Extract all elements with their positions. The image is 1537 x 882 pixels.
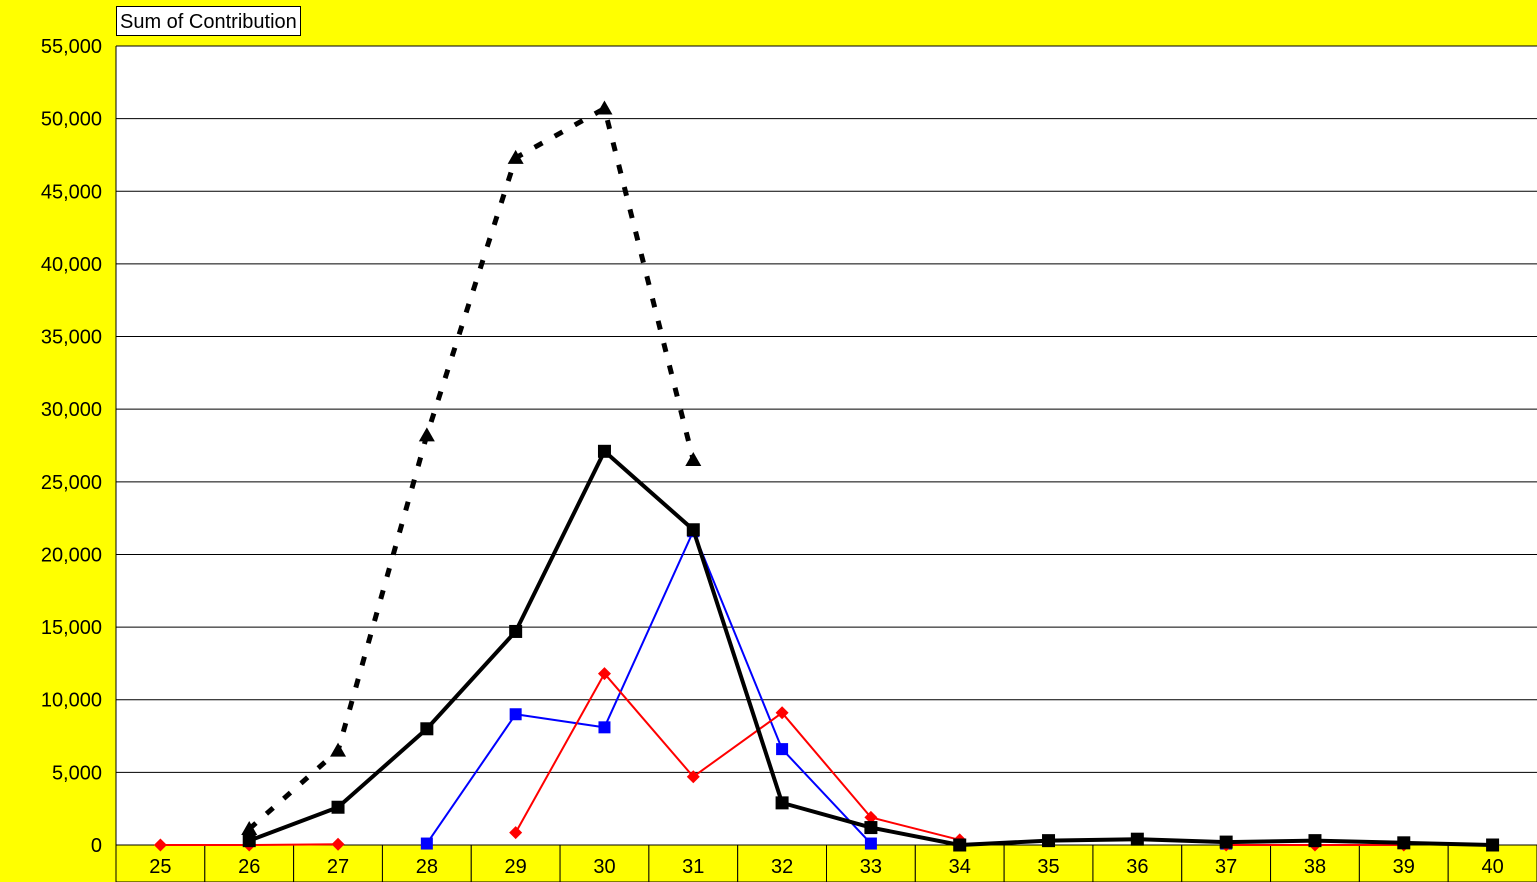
- data-point-marker: [775, 796, 789, 810]
- data-point-marker: [864, 837, 877, 850]
- y-tick-label: 45,000: [41, 181, 102, 203]
- series-2: [242, 444, 1500, 852]
- y-tick-label: 5,000: [52, 762, 102, 784]
- x-tick-label: 30: [593, 856, 615, 878]
- data-point-marker: [418, 427, 435, 442]
- series-1: [241, 100, 702, 836]
- data-point-marker: [420, 837, 433, 850]
- data-point-marker: [776, 743, 789, 756]
- category-cell-34[interactable]: [914, 844, 1005, 882]
- category-cell-35[interactable]: [1003, 844, 1094, 882]
- data-point-marker: [331, 800, 345, 814]
- data-point-marker: [331, 837, 345, 851]
- category-cell-31[interactable]: [648, 844, 739, 882]
- data-point-marker: [864, 821, 878, 835]
- data-point-marker: [597, 444, 611, 458]
- series-line: [514, 672, 960, 841]
- x-tick-label: 25: [149, 856, 171, 878]
- y-tick-label: 15,000: [41, 617, 102, 639]
- y-tick-label: 35,000: [41, 327, 102, 349]
- data-point-marker: [241, 821, 258, 836]
- x-tick-label: 37: [1215, 856, 1237, 878]
- data-point-marker: [1397, 836, 1411, 850]
- series-line: [426, 530, 872, 845]
- data-point-marker: [598, 721, 611, 734]
- data-point-marker: [509, 826, 523, 840]
- data-point-marker: [686, 523, 700, 537]
- y-tick-label: 0: [91, 835, 102, 857]
- x-tick-label: 36: [1126, 856, 1148, 878]
- x-tick-label: 35: [1037, 856, 1059, 878]
- x-tick-label: 26: [238, 856, 260, 878]
- x-tick-label: 34: [949, 856, 971, 878]
- x-tick-label: 28: [416, 856, 438, 878]
- data-point-marker: [330, 742, 347, 757]
- y-tick-label: 10,000: [41, 690, 102, 712]
- y-axis-labels: 0 5,000 10,000 15,000 20,000 25,000 30,000 35,0…: [41, 36, 102, 857]
- y-tick-label: 20,000: [41, 544, 102, 566]
- data-point-marker: [596, 100, 613, 115]
- data-point-marker: [153, 838, 167, 852]
- sum-of-contribution-field-button[interactable]: Sum of Contribution: [116, 6, 301, 36]
- data-point-marker: [420, 722, 434, 736]
- x-axis-categories: 25 26 27 28 29 30 31 32 33 34 35 36 37 38 39 40: [115, 844, 1537, 882]
- x-tick-label: 33: [860, 856, 882, 878]
- x-tick-label: 32: [771, 856, 793, 878]
- data-point-marker: [1219, 835, 1233, 849]
- data-point-marker: [509, 624, 523, 638]
- data-point-marker: [507, 149, 524, 164]
- data-point-marker: [1042, 834, 1056, 848]
- data-point-marker: [775, 706, 789, 720]
- data-point-marker: [1308, 834, 1322, 848]
- category-cell-36[interactable]: [1092, 844, 1183, 882]
- x-tick-label: 38: [1304, 856, 1326, 878]
- y-tick-label: 30,000: [41, 399, 102, 421]
- y-tick-label: 25,000: [41, 472, 102, 494]
- series-line: [247, 105, 696, 831]
- data-point-marker: [1130, 832, 1144, 846]
- plot-area: [115, 45, 1537, 846]
- data-point-marker: [864, 810, 878, 824]
- series-layer: [153, 100, 1500, 852]
- y-tick-label: 50,000: [41, 109, 102, 131]
- data-point-marker: [242, 834, 256, 848]
- x-tick-label: 40: [1481, 856, 1503, 878]
- y-tick-label: 40,000: [41, 254, 102, 276]
- x-tick-label: 39: [1393, 856, 1415, 878]
- x-tick-label: 31: [682, 856, 704, 878]
- data-point-marker: [953, 838, 967, 852]
- plot-background: [116, 46, 1537, 845]
- data-point-marker: [685, 452, 702, 467]
- data-point-marker: [509, 708, 522, 721]
- x-tick-label: 27: [327, 856, 349, 878]
- data-point-marker: [1486, 838, 1500, 852]
- category-cell-33[interactable]: [826, 844, 916, 882]
- y-tick-label: 55,000: [41, 36, 102, 58]
- data-point-marker: [686, 770, 700, 784]
- x-tick-label: 29: [505, 856, 527, 878]
- data-point-marker: [597, 667, 611, 681]
